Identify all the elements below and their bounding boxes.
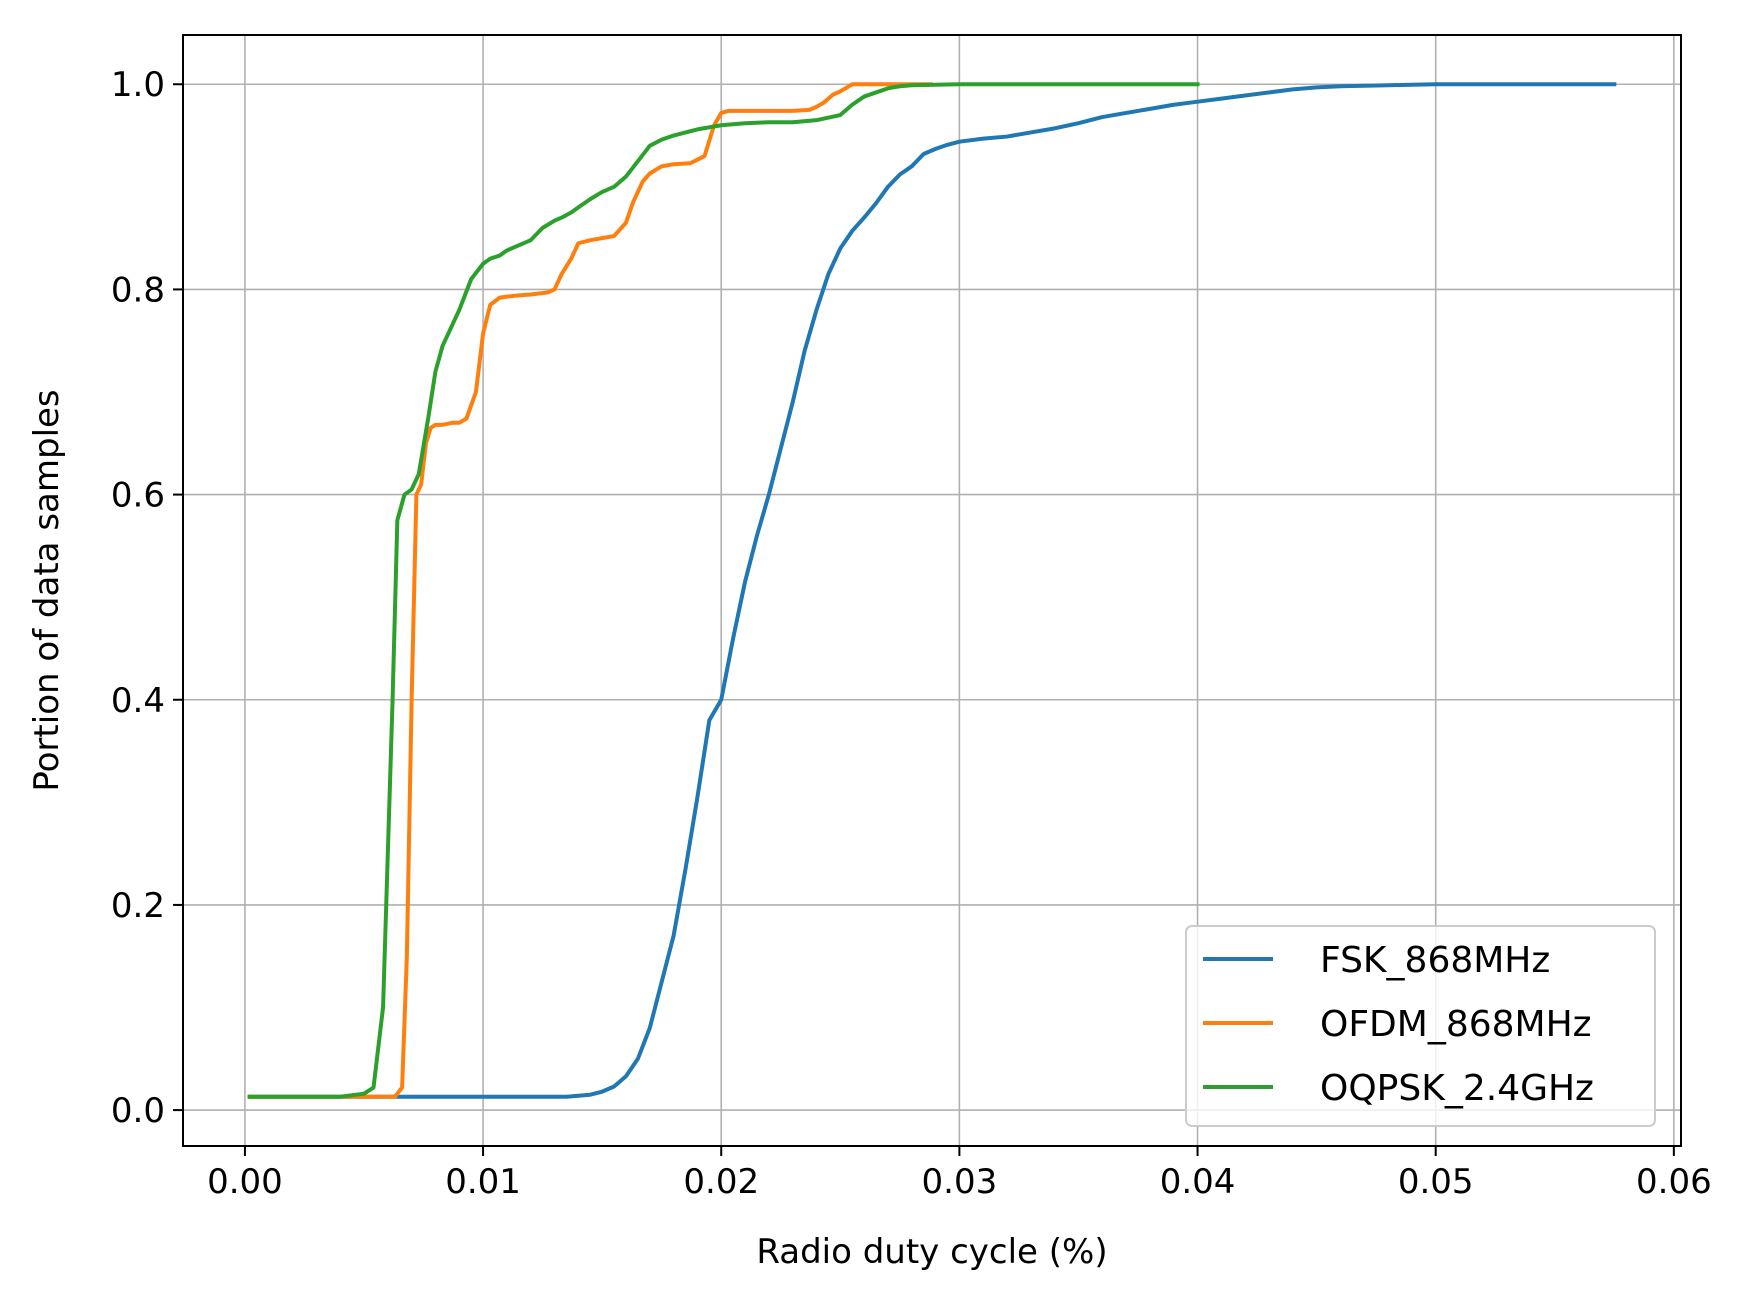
x-axis-ticks: 0.00 0.01 0.02 0.03 0.04 0.05 0.06 bbox=[207, 1146, 1712, 1202]
y-tick-label: 0.4 bbox=[111, 681, 165, 721]
y-tick-label: 0.6 bbox=[111, 476, 165, 516]
y-tick-label: 0.2 bbox=[111, 886, 165, 926]
series-line-OFDM_868MHz bbox=[247, 82, 933, 1099]
x-tick-label: 0.04 bbox=[1160, 1162, 1236, 1202]
y-axis-label: Portion of data samples bbox=[27, 389, 67, 791]
y-tick-label: 1.0 bbox=[111, 65, 165, 105]
grid bbox=[183, 35, 1681, 1146]
series-line-OQPSK_2.4GHz bbox=[247, 82, 1200, 1099]
series-line-FSK_868MHz bbox=[247, 82, 1617, 1099]
x-tick-label: 0.02 bbox=[683, 1162, 759, 1202]
x-tick-label: 0.01 bbox=[445, 1162, 521, 1202]
y-tick-label: 0.8 bbox=[111, 270, 165, 310]
y-axis-ticks: 0.0 0.2 0.4 0.6 0.8 1.0 bbox=[111, 65, 183, 1131]
x-tick-label: 0.00 bbox=[207, 1162, 283, 1202]
x-tick-label: 0.03 bbox=[922, 1162, 998, 1202]
legend-label: FSK_868MHz bbox=[1320, 940, 1550, 981]
legend-label: OFDM_868MHz bbox=[1320, 1004, 1592, 1045]
y-tick-label: 0.0 bbox=[111, 1091, 165, 1131]
legend-label: OQPSK_2.4GHz bbox=[1320, 1068, 1594, 1109]
plot-lines bbox=[247, 82, 1617, 1099]
x-axis-label: Radio duty cycle (%) bbox=[756, 1232, 1107, 1272]
plot-frame bbox=[182, 34, 1682, 1147]
legend: FSK_868MHz OFDM_868MHz OQPSK_2.4GHz bbox=[1185, 925, 1656, 1127]
x-tick-label: 0.06 bbox=[1636, 1162, 1712, 1202]
legend-box bbox=[1185, 925, 1656, 1127]
x-tick-label: 0.05 bbox=[1398, 1162, 1474, 1202]
